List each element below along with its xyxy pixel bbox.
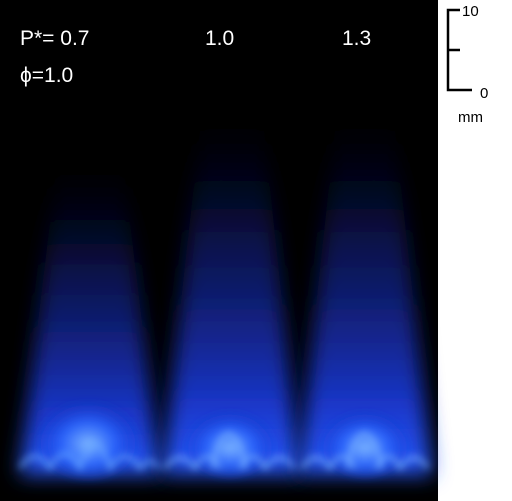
scale-top: 10	[462, 3, 479, 20]
scale-unit: mm	[458, 109, 483, 126]
panel-label: P*= 0.7	[20, 27, 89, 50]
scale-bottom: 0	[480, 85, 488, 102]
scale-bar	[448, 10, 472, 90]
panel-label: 1.3	[342, 27, 371, 50]
panel-label: 1.0	[205, 27, 234, 50]
figure: P*= 0.7 1.0 1.3 ϕ=1.0 10 0 mm	[0, 0, 512, 501]
equivalence-ratio: ϕ=1.0	[20, 64, 73, 87]
